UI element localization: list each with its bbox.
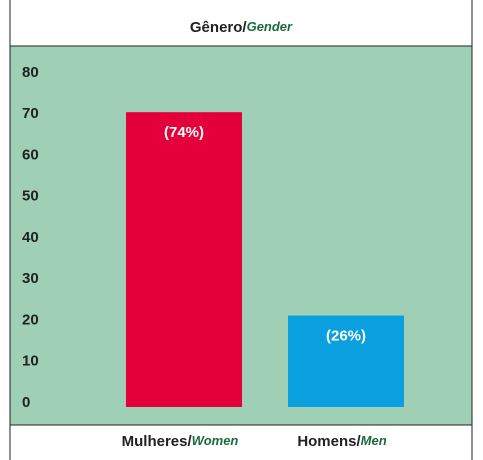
- x-tick-label: Mulheres/Women: [122, 433, 239, 450]
- annotation: (26%): [326, 328, 366, 345]
- y-tick-label: 50: [22, 188, 39, 205]
- y-tick-label: 20: [22, 311, 39, 328]
- annotation: (74%): [164, 124, 204, 141]
- chart-title: Gênero/Gender: [190, 19, 293, 36]
- bar: [126, 112, 242, 407]
- y-tick-label: 10: [22, 353, 39, 370]
- y-tick-label: 0: [22, 394, 30, 411]
- x-tick-label: Homens/Men: [297, 433, 386, 450]
- y-tick-label: 30: [22, 270, 39, 287]
- y-tick-label: 80: [22, 64, 39, 81]
- bar: [288, 315, 404, 407]
- y-tick-label: 60: [22, 146, 39, 163]
- y-tick-label: 40: [22, 229, 39, 246]
- y-tick-label: 70: [22, 105, 39, 122]
